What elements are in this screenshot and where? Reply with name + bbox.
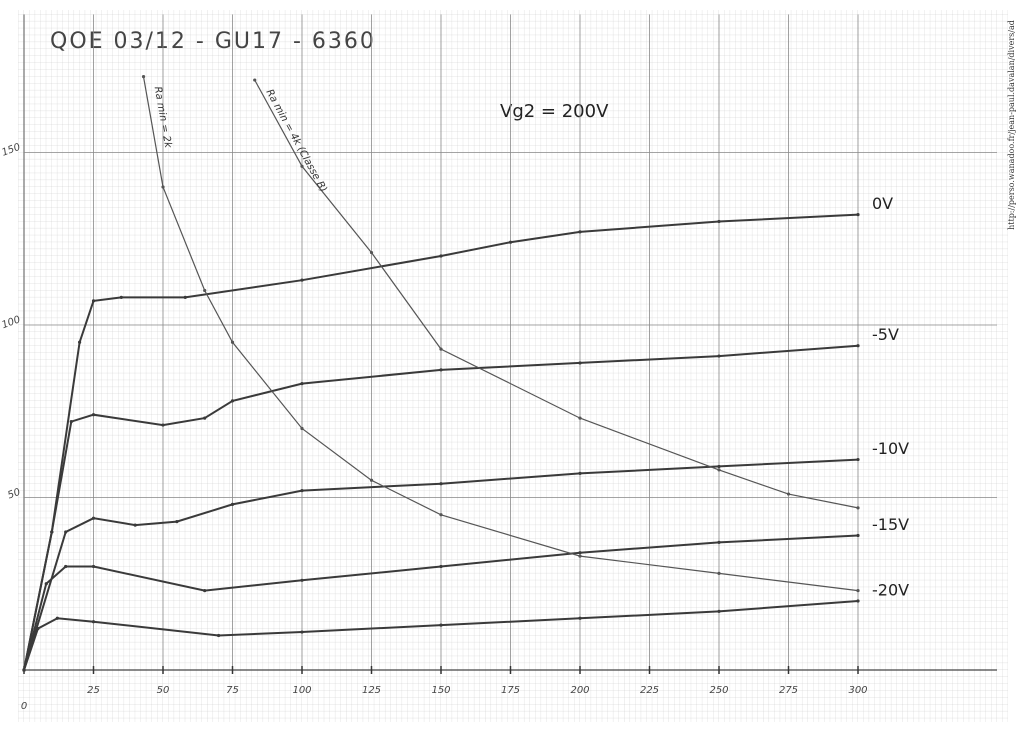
- point: [578, 616, 582, 620]
- point: [55, 616, 59, 620]
- x-tick-label: 100: [292, 685, 311, 696]
- point: [300, 630, 304, 634]
- point: [119, 295, 123, 299]
- point: [578, 230, 582, 234]
- point: [230, 399, 235, 403]
- point: [578, 361, 582, 365]
- x-tick-label: 75: [226, 685, 239, 696]
- x-tick-label: 175: [501, 685, 520, 696]
- point: [203, 416, 207, 420]
- point: [856, 533, 860, 538]
- curve: [254, 79, 859, 509]
- point: [439, 623, 443, 627]
- point: [91, 620, 96, 624]
- point: [217, 633, 221, 638]
- point: [578, 471, 582, 475]
- curve: [23, 600, 859, 671]
- x-tick-label: 50: [157, 685, 170, 696]
- source: http://perso.wanadoo.fr/jean-paul.davala…: [1007, 20, 1016, 230]
- x-tick-label: 300: [848, 685, 867, 696]
- point: [856, 344, 860, 348]
- point: [64, 564, 68, 569]
- curve-label: -5V: [872, 325, 899, 344]
- point: [856, 506, 860, 510]
- x-tick-label: 25: [87, 685, 100, 696]
- point: [141, 75, 146, 79]
- x-tick-label: 275: [779, 685, 798, 696]
- point: [175, 520, 179, 524]
- point: [439, 368, 443, 372]
- point: [50, 530, 54, 534]
- point: [439, 347, 443, 351]
- point: [161, 185, 165, 189]
- chart-title: QOE 03/12 - GU17 - 6360: [50, 29, 376, 54]
- curve-label: 0V: [872, 194, 893, 213]
- point: [717, 540, 721, 544]
- curve: [23, 534, 859, 671]
- x-tick-label: 200: [570, 685, 589, 696]
- point: [300, 382, 304, 386]
- point: [300, 164, 304, 168]
- curve: [23, 344, 859, 671]
- point: [22, 668, 26, 672]
- point: [300, 426, 304, 431]
- point: [578, 554, 582, 558]
- x-tick-label: 125: [362, 685, 381, 696]
- point: [300, 578, 304, 582]
- point: [856, 599, 860, 603]
- point: [856, 457, 860, 462]
- y-tick-label: 50: [6, 487, 22, 502]
- point: [203, 589, 207, 593]
- point: [300, 489, 304, 493]
- point: [717, 609, 721, 613]
- point: [439, 564, 443, 569]
- point: [253, 78, 257, 82]
- curve: [23, 213, 859, 671]
- point: [856, 589, 860, 593]
- point: [133, 523, 137, 527]
- point: [91, 413, 96, 417]
- point: [36, 627, 40, 631]
- point: [717, 354, 721, 358]
- point: [369, 478, 374, 482]
- point: [161, 423, 165, 427]
- x-tick-label: 0: [21, 701, 27, 712]
- point: [717, 219, 721, 224]
- point: [439, 482, 443, 486]
- point: [578, 416, 582, 420]
- curve: [142, 76, 859, 592]
- point: [717, 571, 721, 576]
- x-tick-label: 250: [709, 685, 728, 696]
- point: [91, 299, 96, 303]
- point: [44, 582, 48, 586]
- curve-label: -15V: [872, 515, 909, 534]
- subtitle: Vg2 = 200V: [500, 101, 609, 122]
- point: [183, 295, 187, 299]
- x-tick-label: 225: [640, 685, 659, 696]
- curve-label: -20V: [872, 581, 909, 600]
- point: [64, 530, 68, 534]
- point: [91, 564, 96, 569]
- point: [508, 240, 513, 244]
- curve-label: -10V: [872, 439, 909, 458]
- point: [203, 288, 207, 293]
- point: [439, 513, 443, 517]
- point: [230, 340, 235, 344]
- point: [856, 213, 860, 217]
- point: [439, 254, 443, 258]
- point: [69, 420, 73, 424]
- point: [300, 278, 304, 282]
- x-tick-label: 150: [431, 685, 450, 696]
- point: [786, 492, 791, 496]
- point: [717, 464, 721, 469]
- point: [230, 502, 235, 506]
- point: [578, 551, 582, 555]
- point: [369, 250, 374, 255]
- point: [717, 468, 721, 472]
- point: [91, 516, 96, 520]
- point: [78, 340, 82, 344]
